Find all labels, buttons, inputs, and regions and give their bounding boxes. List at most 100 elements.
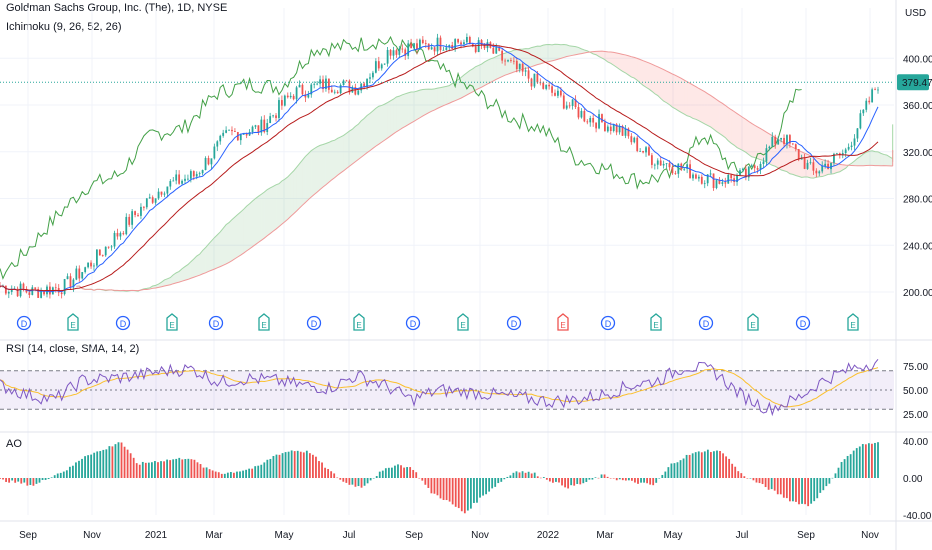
ao-bar [123,446,126,478]
ao-bar [828,478,831,484]
ichimoku-cloud-segment [425,89,429,115]
candle-body [595,122,598,129]
candle-body [395,50,398,55]
ao-bar [728,458,731,478]
ichimoku-cloud-segment [634,57,638,81]
candle-body [853,138,856,146]
ichimoku-cloud-segment [701,90,705,124]
earnings-marker-shape [353,313,365,331]
ichimoku-cloud-segment [807,154,811,178]
ao-bar [688,454,691,478]
candle-body [559,90,562,96]
ichimoku-cloud-segment [202,247,206,274]
candle-body [554,92,556,96]
ichimoku-cloud-segment [616,53,620,70]
ichimoku-cloud-segment [337,136,341,176]
candle-body [692,174,694,179]
candle-body [310,84,313,95]
rsi-tick-label: 50.00 [903,386,928,397]
candle-body [744,168,747,178]
ichimoku-cloud-segment [458,77,462,100]
earnings-marker: E [457,313,469,331]
ao-bar [752,478,755,481]
candle-body [789,135,791,144]
ao-bar [381,470,384,478]
candle-body [768,146,771,149]
candle-body [369,77,371,79]
ao-bar [646,478,649,484]
ao-bar [473,478,475,503]
candle-body [363,83,366,87]
candle-body [650,155,653,165]
ao-bar [542,477,545,478]
ichimoku-cloud-segment [757,126,761,160]
ao-bar [229,472,232,478]
ichimoku-cloud-segment [290,170,294,217]
candle-body [477,40,480,53]
candle-body [606,126,609,132]
ao-bar [813,478,816,502]
ao-bar [451,478,454,505]
candle-body [242,133,245,135]
earnings-marker: E [747,313,759,331]
ichimoku-cloud-segment [240,209,244,256]
candle-body [703,183,706,185]
candle-body [512,60,515,62]
candle-body [786,135,788,145]
ichimoku-cloud-segment [672,74,676,109]
ao-bar [93,452,96,478]
ao-bar [339,478,342,480]
candle-body [545,84,548,89]
ichimoku-cloud-segment [734,111,738,148]
candle-body [60,292,63,295]
dividend-marker: D [208,315,224,331]
candle-body [756,168,759,170]
ao-bar [643,478,645,483]
ichimoku-cloud-segment [751,123,755,158]
candle-body [307,94,310,98]
candle-body [762,161,765,164]
candle-body [166,186,169,194]
candle-body [442,49,445,51]
ao-bar [673,463,676,478]
ao-bar [290,450,293,478]
ao-bar [652,478,655,486]
earnings-marker: E [557,313,569,331]
ao-bar [536,476,539,478]
ichimoku-cloud-segment [375,106,379,147]
ao-bar [114,444,117,478]
ao-bar [245,469,247,478]
ao-bar [56,473,59,478]
candle-body [463,42,465,45]
ichimoku-cloud-segment [778,139,782,170]
ichimoku-cloud-segment [531,46,535,67]
rsi-tick-label: 75.00 [903,362,928,373]
candle-body [668,163,671,168]
candle-body [142,206,145,208]
ao-bar [488,478,491,492]
ichimoku-cloud-segment [742,117,746,153]
ichimoku-cloud-segment [469,68,473,94]
candle-body [639,150,642,152]
ao-bar [430,478,433,494]
tenkan-sen-line [0,42,879,293]
dividend-marker-text: D [311,319,318,329]
candle-body [195,174,198,177]
ichimoku-cloud-segment [437,87,441,109]
ichimoku-cloud-segment [648,62,652,92]
ao-bar [792,478,794,502]
ichimoku-cloud-segment [601,51,605,60]
ao-bar [190,459,193,478]
ao-bar [685,454,688,478]
candle-body [4,285,7,294]
ao-tick-label: -40.00 [903,511,932,522]
ao-bar [497,478,500,484]
ao-bar [801,478,803,504]
ao-bar [816,478,819,499]
ao-bar [749,478,752,479]
ao-bar [111,446,114,478]
ichimoku-cloud-segment [352,126,356,165]
ao-bar [84,456,86,478]
ao-bar [20,478,23,484]
